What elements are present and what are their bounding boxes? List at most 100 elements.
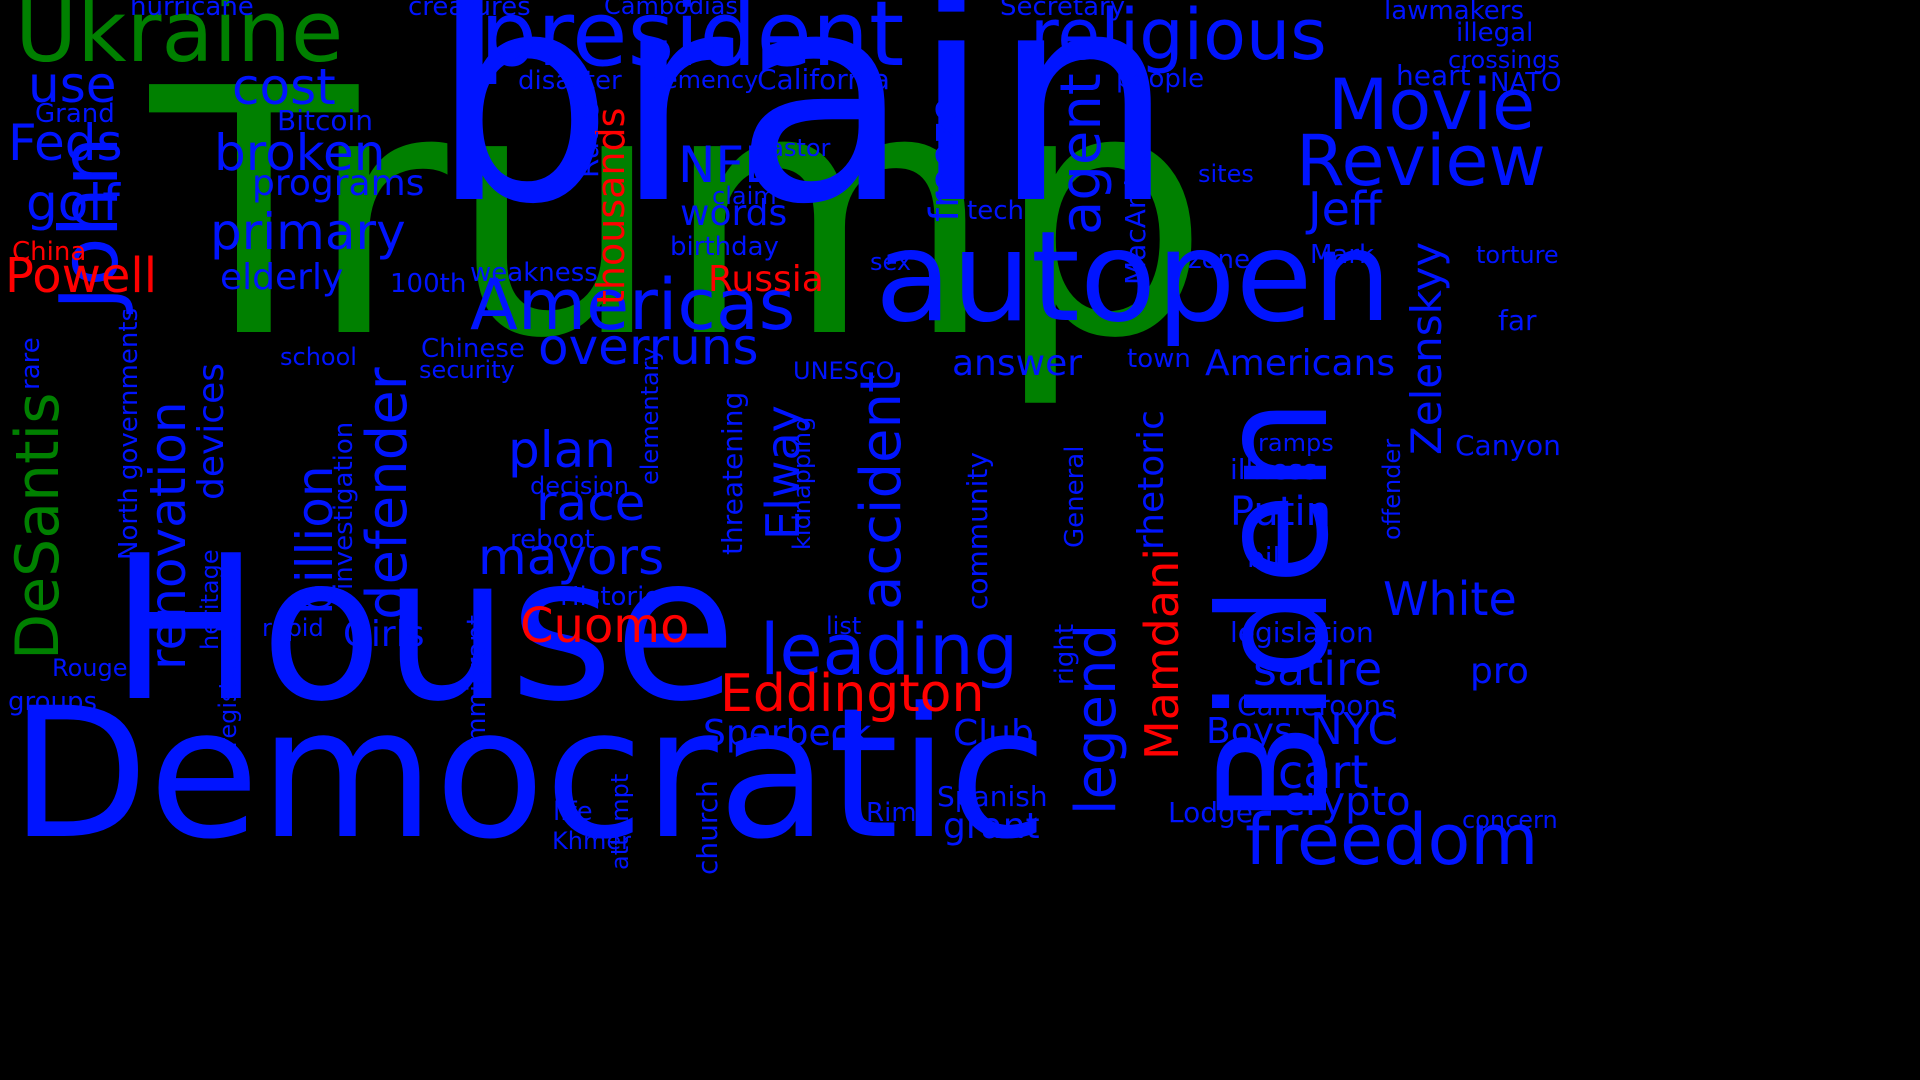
word-pastor: pastor (754, 134, 831, 162)
word-rutte: Rutte (572, 102, 605, 178)
word-trump: Trump (150, 17, 1211, 413)
word-nfl: NFL (678, 136, 773, 194)
word-bitcoin: Bitcoin (277, 104, 374, 137)
word-freedom: freedom (1245, 799, 1539, 881)
word-ramps: ramps (1258, 429, 1334, 457)
word-programs: programs (252, 163, 425, 204)
word-overruns: overruns (538, 318, 759, 376)
word-unesco: UNESCO (793, 357, 895, 385)
word-zelenskyy: Zelenskyy (1402, 241, 1451, 455)
word-girls: Girls (343, 614, 425, 655)
word-agent: agent (1049, 73, 1114, 235)
word-decision: decision (530, 472, 629, 500)
word-crypto: crypto (1283, 779, 1411, 825)
word-putin: Putin (1230, 489, 1331, 535)
word-community: community (961, 452, 994, 610)
word-general: General (1060, 445, 1090, 548)
word-accident: accident (849, 371, 914, 610)
word-sperbeck: Sperbeck (703, 713, 872, 754)
word-pro: pro (1470, 651, 1529, 692)
word-leading: leading (760, 609, 1019, 691)
word-tech: tech (967, 196, 1024, 226)
word-chinese: Chinese (421, 334, 525, 364)
word-eddington: Eddington (720, 664, 985, 724)
word-north: North (114, 487, 144, 560)
word-autopen: autopen (875, 205, 1392, 350)
word-brain: brain (430, 0, 1176, 268)
word-100th: 100th (390, 269, 467, 299)
word-threatening: threatening (716, 391, 749, 555)
word-rapid: rapid (262, 614, 324, 642)
word-renovation: renovation (139, 401, 197, 670)
word-crossings: crossings (1448, 46, 1560, 74)
word-concern: concern (1462, 806, 1558, 834)
word-birthday: birthday (670, 232, 779, 262)
word-golf: golf (26, 174, 120, 232)
word-secretary: Secretary (1000, 0, 1126, 22)
word-hurricane: hurricane (130, 0, 254, 22)
word-illness: illness (1230, 453, 1318, 486)
word-review: Review (1296, 120, 1546, 202)
word-mamdani: Mamdani (1135, 547, 1189, 760)
word-california: California (757, 63, 890, 96)
word-satire: satire (1253, 642, 1383, 696)
word-race: race (536, 474, 646, 532)
word-club: Club (953, 713, 1034, 754)
word-rhetoric: rhetoric (1131, 410, 1172, 550)
word-white: White (1383, 572, 1517, 626)
word-creatures: creatures (408, 0, 531, 22)
word-clemency: clemency (643, 66, 759, 94)
word-kidnapping: kidnapping (788, 416, 816, 550)
word-religious: religious (1030, 0, 1327, 76)
word-disaster: disaster (518, 66, 622, 96)
word-zone: zone (1188, 245, 1251, 275)
word-powell: Powell (5, 248, 158, 304)
word-people: people (1116, 64, 1205, 94)
word-feds: Feds (8, 114, 123, 172)
word-rare: rare (16, 337, 46, 390)
word-canyon: Canyon (1455, 429, 1561, 462)
word-china: China (12, 237, 87, 267)
word-grand: Grand (35, 99, 115, 129)
word-torture: torture (1476, 241, 1559, 269)
word-immigrant: immigrant (462, 615, 492, 750)
word-americans: Americans (1205, 343, 1396, 384)
word-nyc: NYC (1310, 704, 1399, 755)
word-cart: cart (1278, 745, 1369, 799)
word-mark: Mark (1310, 240, 1375, 270)
word-heart: heart (1396, 59, 1471, 92)
word-right: right (1050, 623, 1080, 685)
word-governments: governments (114, 307, 144, 480)
word-use: use (28, 56, 117, 114)
word-claim: claim (712, 182, 777, 210)
word-president: president (480, 0, 905, 87)
word-primary: primary (210, 203, 406, 261)
word-groups: groups (8, 687, 98, 717)
word-weakness: weakness (470, 258, 598, 288)
word-ukraine: Ukraine (15, 0, 344, 82)
word-desantis: DeSantis (3, 392, 73, 660)
word-cost: cost (232, 58, 336, 116)
word-broken: broken (214, 124, 386, 182)
word-town: town (1127, 344, 1191, 374)
word-cambodias: Cambodias (604, 0, 738, 20)
word-list: list (826, 612, 862, 640)
word-elderly: elderly (220, 257, 344, 298)
word-cuomo: Cuomo (520, 598, 690, 654)
word-grant: grant (943, 806, 1040, 847)
word-attempt: attempt (606, 773, 634, 870)
word-americas: Americas (470, 264, 796, 346)
word-sites: sites (1198, 160, 1254, 188)
word-house: House (110, 513, 737, 746)
word-legislation: legislation (1230, 616, 1374, 649)
word-freeze: freeze (922, 97, 968, 222)
word-registered: registered (214, 625, 242, 748)
word-plan: plan (508, 421, 616, 479)
word-school: school (280, 343, 357, 371)
word-answer: answer (952, 343, 1083, 384)
word-far: far (1498, 304, 1537, 337)
word-investigation: investigation (329, 421, 359, 590)
word-bill: bill (1247, 541, 1289, 574)
word-historic: Historic (560, 582, 659, 612)
